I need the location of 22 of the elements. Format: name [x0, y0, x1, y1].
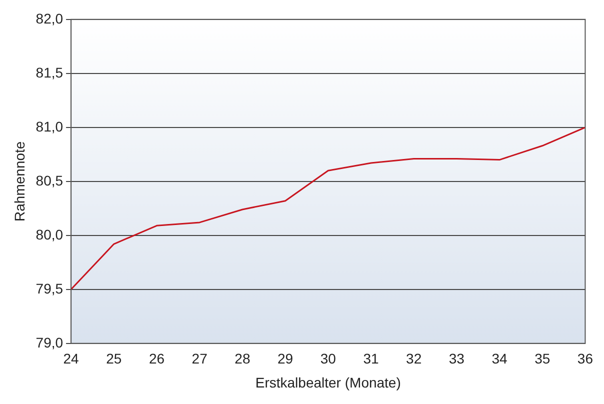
x-tick-label: 27 [192, 350, 208, 367]
x-tick-label: 24 [63, 350, 80, 367]
x-tick-label: 32 [406, 350, 422, 367]
x-tick-label: 36 [577, 350, 594, 367]
x-tick-label: 26 [148, 350, 165, 367]
y-tick-label: 80,5 [36, 172, 64, 188]
x-axis-title: Erstkalbealter (Monate) [255, 374, 401, 390]
x-tick-label: 33 [448, 350, 465, 367]
x-tick-label: 30 [320, 350, 336, 367]
y-tick-label: 82,0 [36, 10, 64, 26]
y-tick-label: 79,5 [36, 280, 64, 296]
x-tick-label: 35 [534, 350, 550, 367]
y-tick-label: 80,0 [36, 226, 64, 242]
x-tick-label: 25 [106, 350, 122, 367]
y-tick-label: 79,0 [36, 334, 64, 350]
x-tick-label: 34 [492, 350, 508, 367]
y-tick-label: 81,5 [36, 64, 64, 80]
y-tick-label: 81,0 [36, 118, 64, 134]
x-tick-label: 29 [277, 350, 294, 367]
y-axis-title: Rahmennote [11, 141, 28, 222]
x-tick-label: 31 [363, 350, 379, 367]
x-tick-label: 28 [234, 350, 250, 367]
